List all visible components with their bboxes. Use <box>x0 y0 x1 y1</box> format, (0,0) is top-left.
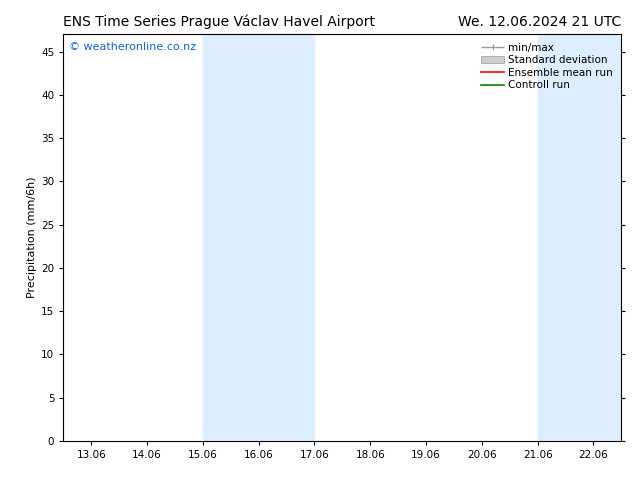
Text: ENS Time Series Prague Václav Havel Airport: ENS Time Series Prague Václav Havel Airp… <box>63 15 375 29</box>
Legend: min/max, Standard deviation, Ensemble mean run, Controll run: min/max, Standard deviation, Ensemble me… <box>478 40 616 94</box>
Text: We. 12.06.2024 21 UTC: We. 12.06.2024 21 UTC <box>458 15 621 29</box>
Bar <box>538 34 621 441</box>
Y-axis label: Precipitation (mm/6h): Precipitation (mm/6h) <box>27 177 37 298</box>
Bar <box>203 34 314 441</box>
Text: © weatheronline.co.nz: © weatheronline.co.nz <box>69 43 196 52</box>
